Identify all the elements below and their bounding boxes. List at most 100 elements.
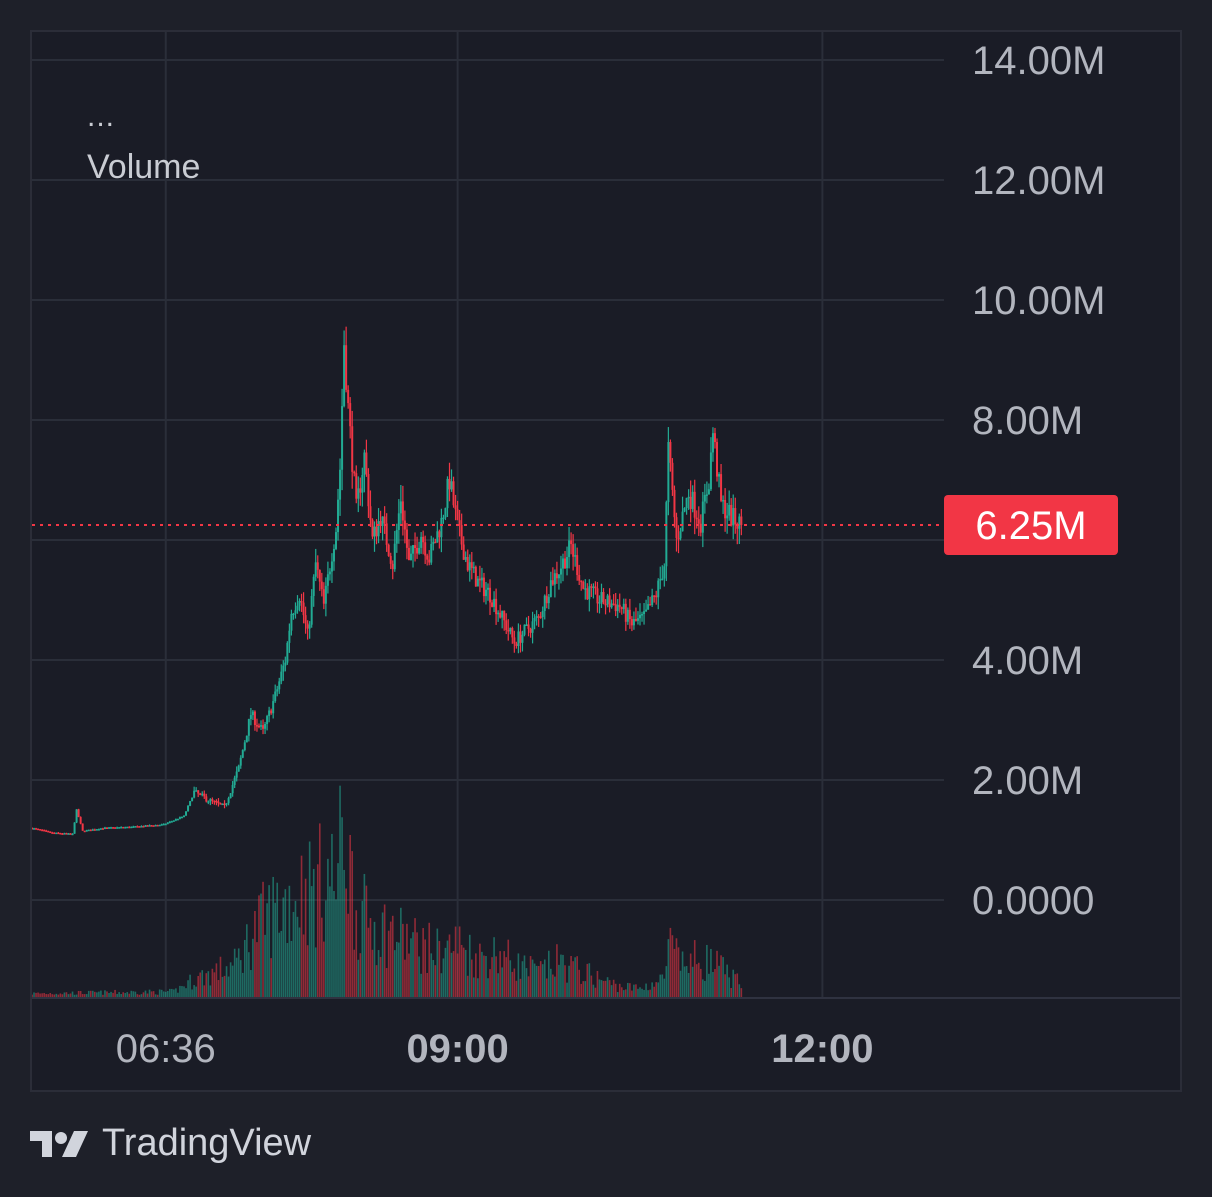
candle-body (574, 555, 577, 557)
candle-body (718, 474, 721, 477)
candle-body (219, 803, 222, 805)
candle-body (689, 496, 692, 509)
candle-body (73, 822, 76, 834)
candle-body (335, 532, 337, 549)
volume-bar (434, 965, 437, 997)
candle-body (266, 716, 269, 725)
candle-body (49, 831, 52, 833)
volume-bar (383, 904, 386, 997)
legend-menu-button[interactable]: ... (87, 100, 116, 133)
candle-body (101, 828, 104, 830)
candle-body (576, 555, 579, 576)
volume-bar (716, 950, 718, 997)
volume-bar (523, 955, 526, 997)
candle-body (701, 501, 704, 533)
volume-bar (708, 973, 710, 997)
price-chart[interactable]: 14.00M 12.00M 10.00M 8.00M 4.00M 2.00M 0.0000 0… (32, 32, 1180, 1090)
candle-body (79, 817, 82, 824)
volume-bar (600, 980, 603, 997)
volume-bar (697, 962, 700, 997)
volume-bar (130, 990, 133, 997)
volume-bar (333, 890, 335, 997)
candle-body (549, 580, 552, 597)
candle-body (691, 491, 694, 509)
candle-body (103, 827, 106, 830)
candle-body (489, 587, 492, 603)
candle-body (614, 604, 617, 612)
candle-body (661, 578, 664, 581)
candle-body (476, 578, 479, 587)
candle-body (624, 603, 627, 622)
candle-body (322, 589, 325, 604)
candle-body (634, 618, 637, 621)
volume-bar (211, 968, 214, 997)
last-price-label: 6.25M (975, 504, 1086, 548)
volume-bar (622, 990, 625, 997)
volume-bar (106, 991, 108, 997)
volume-bar (398, 942, 400, 997)
volume-bar (292, 911, 295, 997)
volume-bar (100, 990, 102, 997)
candle-body (478, 578, 481, 581)
volume-bar (379, 956, 382, 997)
candle-body (67, 833, 70, 835)
candle-body (351, 426, 354, 472)
candle-body (144, 825, 147, 827)
candle-body (162, 823, 165, 826)
volume-bar (67, 994, 70, 997)
candle-body (199, 793, 202, 795)
candle-body (482, 577, 485, 597)
candle-body (495, 598, 498, 615)
candle-body (657, 580, 660, 598)
volume-bar (185, 988, 187, 997)
volume-bar (375, 965, 378, 997)
volume-bar (736, 973, 739, 997)
candle-body (75, 809, 78, 823)
volume-bar (533, 963, 536, 997)
candle-body (705, 494, 708, 496)
volume-bar (432, 959, 435, 997)
volume-bar (675, 938, 678, 997)
volume-bar (627, 982, 629, 997)
tradingview-logo[interactable]: TradingView (30, 1122, 311, 1165)
candle-body (561, 558, 564, 569)
candle-body (207, 801, 210, 803)
candle-body (83, 830, 86, 833)
candle-body (130, 826, 133, 829)
volume-bar (734, 974, 737, 997)
volume-bar (389, 921, 392, 997)
last-price-tag (944, 495, 1118, 555)
volume-bar (118, 992, 120, 997)
volume-bar (667, 939, 670, 997)
volume-bar (702, 979, 704, 997)
volume-bar (655, 982, 658, 997)
candle-body (685, 497, 688, 509)
volume-bar (35, 992, 37, 997)
x-axis-tick-label: 06:36 (116, 1027, 216, 1071)
candle-body (602, 592, 605, 604)
volume-bar (276, 882, 279, 997)
chart-frame[interactable]: 14.00M 12.00M 10.00M 8.00M 4.00M 2.00M 0.0000 0… (30, 30, 1182, 1092)
candle-body (622, 603, 625, 610)
candle-body (320, 581, 323, 590)
volume-indicator-label[interactable]: Volume (87, 148, 201, 186)
y-axis-tick-label: 4.00M (972, 639, 1083, 683)
volume-bar (148, 989, 151, 997)
candle-body (349, 403, 352, 427)
volume-bar (554, 976, 556, 997)
volume-bar (262, 881, 264, 997)
volume-bar (598, 979, 601, 997)
candle-body (588, 586, 591, 600)
volume-bar (298, 927, 301, 997)
candle-body (114, 827, 117, 829)
volume-bar (205, 973, 208, 997)
volume-bar (102, 994, 104, 997)
candle-body (37, 828, 40, 831)
volume-bar (683, 966, 686, 997)
candle-body (57, 832, 60, 835)
volume-bar (32, 994, 33, 997)
volume-bar (239, 960, 242, 997)
candle-body (71, 833, 74, 836)
candle-body (395, 529, 398, 544)
volume-bar (665, 966, 668, 997)
